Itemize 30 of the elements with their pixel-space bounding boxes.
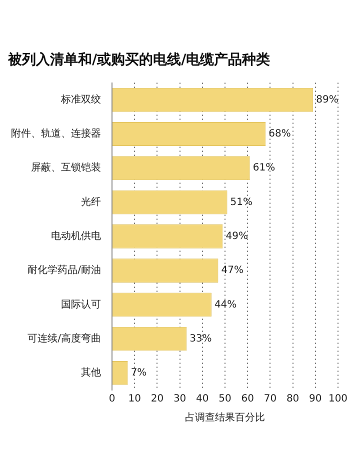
y-tick-label: 标准双绞 (60, 93, 101, 106)
data-label: 33% (190, 333, 212, 344)
x-tick-label: 40 (196, 394, 209, 405)
data-label: 7% (130, 368, 147, 379)
x-tick-label: 30 (173, 394, 186, 405)
x-tick-label: 70 (264, 394, 277, 405)
y-tick-label: 光纤 (81, 196, 101, 208)
x-tick-label: 80 (286, 394, 300, 405)
y-tick-label: 国际认可 (61, 298, 101, 310)
x-tick-label: 20 (150, 394, 164, 405)
x-tick-label: 50 (218, 394, 232, 405)
y-tick-label: 可连续/高度弯曲 (28, 332, 101, 344)
data-label: 49% (226, 230, 248, 242)
data-label: 68% (268, 128, 291, 140)
y-tick-label: 屏蔽、互锁铠装 (31, 162, 101, 174)
data-label: 51% (230, 196, 252, 208)
y-tick-label: 耐化学药品/耐油 (28, 264, 101, 276)
x-tick-label: 100 (328, 394, 348, 405)
x-tick-label: 90 (309, 394, 322, 405)
y-tick-label: 电动机供电 (51, 230, 101, 242)
data-label: 61% (252, 162, 276, 174)
x-tick-label: 60 (241, 394, 254, 405)
x-axis-title: 占调查结果百分比 (185, 412, 265, 424)
y-tick-label: 其他 (81, 366, 101, 379)
x-tick-label: 10 (128, 394, 141, 405)
data-label: 44% (214, 299, 237, 310)
data-label: 89% (316, 94, 338, 106)
data-label: 47% (221, 265, 244, 276)
x-tick-label: 0 (108, 394, 116, 405)
y-tick-label: 附件、轨道、连接器 (11, 128, 101, 140)
